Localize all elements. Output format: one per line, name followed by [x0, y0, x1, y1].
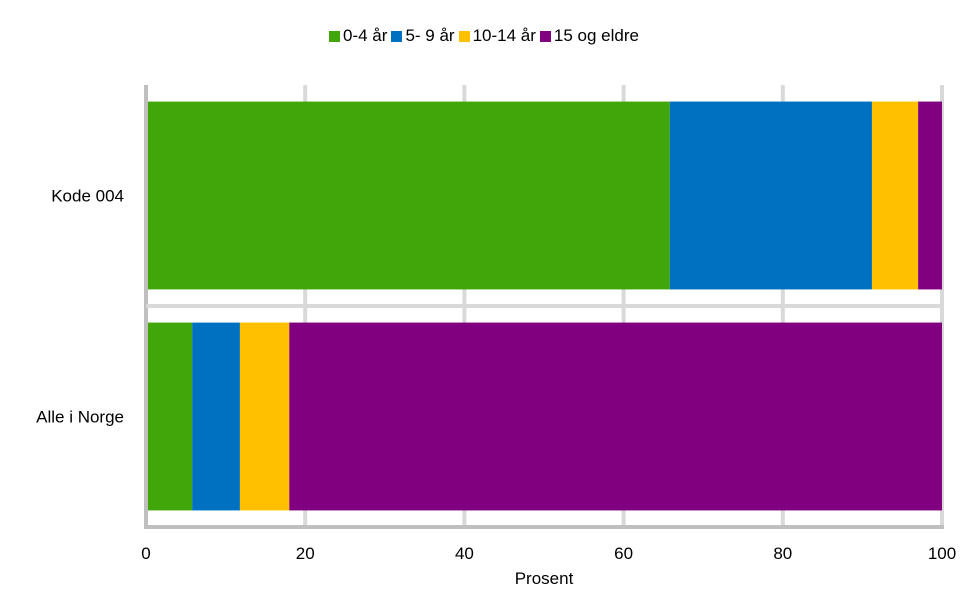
x-tick-label-1: 20 [296, 544, 315, 563]
legend-item-1: 5- 9 år [391, 26, 455, 46]
legend-label-2: 10-14 år [472, 26, 536, 45]
legend-item-0: 0-4 år [329, 26, 387, 46]
legend-label-0: 0-4 år [343, 26, 388, 45]
x-tick-label-0: 0 [141, 544, 150, 563]
x-tick-label-2: 40 [455, 544, 474, 563]
bar-0-3 [918, 101, 942, 290]
bar-1-1 [192, 322, 240, 511]
x-tick-label-3: 60 [614, 544, 633, 563]
bar-0-0 [146, 101, 670, 290]
legend-label-1: 5- 9 år [405, 26, 455, 45]
legend-label-3: 15 og eldre [553, 26, 639, 45]
legend-swatch-0 [329, 30, 341, 42]
bar-1-2 [239, 322, 290, 511]
legend-swatch-1 [391, 30, 403, 42]
legend-swatch-3 [539, 30, 551, 42]
x-tick-label-4: 80 [773, 544, 792, 563]
bar-1-3 [289, 322, 942, 511]
category-label-1: Alle i Norge [36, 408, 124, 427]
x-tick-label-5: 100 [928, 544, 956, 563]
legend-swatch-2 [458, 30, 470, 42]
category-label-0: Kode 004 [51, 187, 124, 206]
bar-1-0 [146, 322, 193, 511]
bar-0-2 [871, 101, 919, 290]
legend-item-3: 15 og eldre [539, 26, 639, 46]
legend-item-2: 10-14 år [458, 26, 536, 46]
legend: 0-4 år 5- 9 år 10-14 år 15 og eldre [0, 26, 968, 47]
x-axis-title: Prosent [515, 569, 574, 588]
bar-0-1 [669, 101, 872, 290]
